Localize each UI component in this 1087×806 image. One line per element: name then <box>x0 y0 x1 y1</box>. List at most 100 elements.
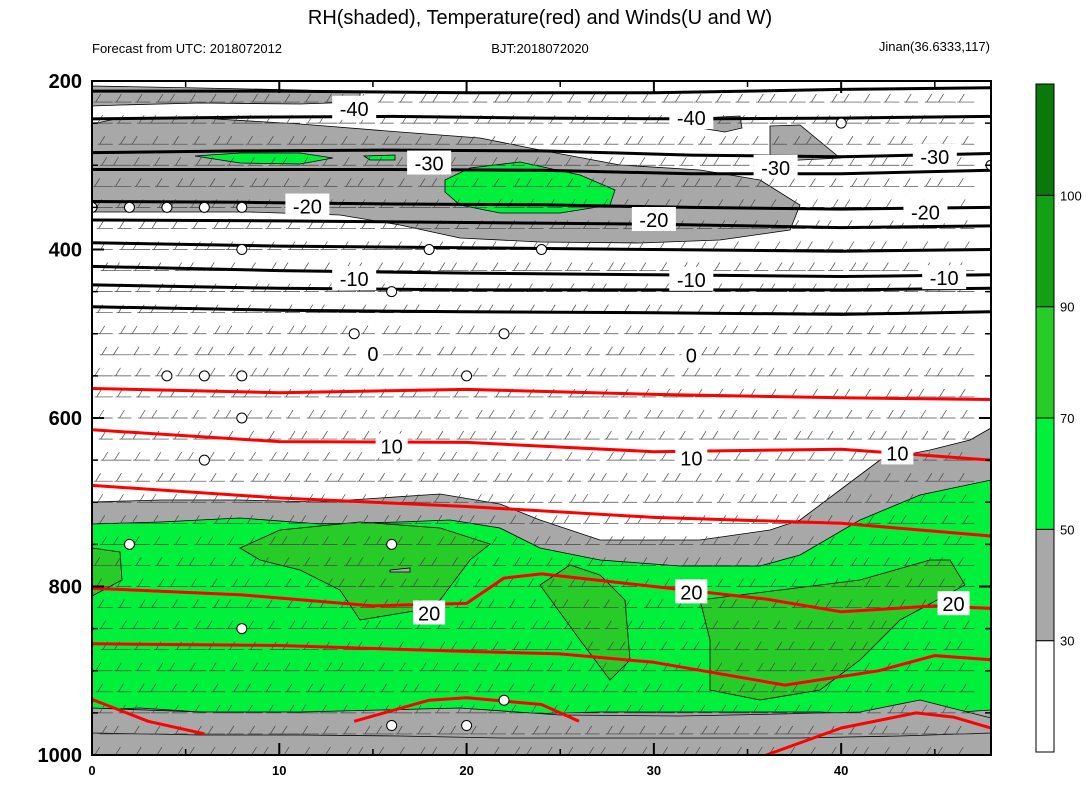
wind-barb-flag <box>531 136 537 145</box>
wind-barb-flag <box>413 683 420 692</box>
wind-barb-flag <box>605 515 611 524</box>
wind-barb-flag <box>549 683 556 692</box>
wind-barb-flag <box>512 725 519 735</box>
wind-barb-flag <box>567 367 574 377</box>
wind-barb-flag <box>925 557 932 566</box>
wind-barb-flag <box>586 346 592 355</box>
wind-barb-flag <box>192 494 198 503</box>
wind-barb-flag <box>510 325 517 334</box>
wind-barb-flag <box>289 620 296 629</box>
wind-barb-flag <box>675 473 681 482</box>
calm-marker <box>198 454 210 466</box>
wind-barb-flag <box>694 557 701 566</box>
wind-barb-flag <box>249 346 255 355</box>
wind-barb-flag <box>300 136 307 145</box>
wind-barb-flag <box>357 746 364 755</box>
wind-barb-flag <box>924 641 931 650</box>
wind-barb-flag <box>547 93 554 103</box>
rh-region-bottom-gray <box>92 699 991 739</box>
contour-label-bg <box>937 591 970 616</box>
wind-barb-flag <box>607 536 613 545</box>
wind-barb-flag <box>731 409 737 419</box>
wind-barb-flag <box>340 409 347 419</box>
wind-barb-flag <box>264 578 271 587</box>
wind-barb-flag <box>776 262 783 271</box>
wind-barb-flag <box>903 641 910 650</box>
wind-barb-flag <box>417 536 424 545</box>
wind-barb-flag <box>251 367 257 377</box>
wind-barb-flag <box>284 473 291 482</box>
wind-barb-flag <box>131 704 138 714</box>
calm-marker <box>236 370 248 382</box>
wind-barb-flag <box>886 388 892 398</box>
wind-barb-flag <box>514 367 521 377</box>
wind-barb-flag <box>304 367 311 377</box>
wind-barb-flag <box>396 620 402 629</box>
contour-label-bg <box>375 433 408 458</box>
wind-barb-flag <box>378 367 384 377</box>
wind-barb-flag <box>809 641 815 650</box>
wind-barb-flag <box>719 599 726 608</box>
wind-barb-flag <box>157 473 164 482</box>
wind-barb-flag <box>601 473 607 482</box>
wind-barb-flag <box>886 578 892 587</box>
wind-barb-flag <box>344 451 351 461</box>
wind-barb-flag <box>196 346 202 355</box>
wind-barb-flag <box>862 262 868 271</box>
wind-barb-flag <box>100 620 107 629</box>
wind-barb-flag <box>806 136 812 145</box>
wind-barb-flag <box>957 746 964 755</box>
y-tick-label: 600 <box>49 408 82 430</box>
wind-barb-flag <box>713 157 720 166</box>
wind-barb-flag <box>99 325 106 334</box>
wind-barb-flag <box>212 494 219 503</box>
wind-barb-flag <box>868 515 874 524</box>
wind-barb-flag <box>901 620 908 629</box>
wind-barb-flag <box>846 409 853 419</box>
contour-label: -40 <box>340 99 369 121</box>
wind-barb-flag <box>341 325 348 334</box>
wind-barb-flag <box>620 81 621 82</box>
wind-barb-flag <box>477 409 483 419</box>
wind-barb-flag <box>249 536 255 545</box>
wind-barb-flag <box>715 367 722 377</box>
wind-barb-flag <box>533 346 539 355</box>
wind-barb-flag <box>362 515 369 524</box>
wind-barb-flag <box>862 81 864 82</box>
wind-barb-flag <box>735 641 741 650</box>
wind-barb-flag <box>771 304 778 313</box>
colorbar-bin <box>1035 306 1055 419</box>
wind-barb-flag <box>469 325 475 334</box>
wind-barb-flag <box>584 704 590 714</box>
wind-barb-flag <box>97 494 104 503</box>
wind-barb-flag <box>829 262 836 271</box>
wind-barb-flag <box>587 641 593 650</box>
wind-barb-flag <box>493 746 500 755</box>
wind-barb-flag <box>230 557 237 566</box>
wind-barb-flag <box>113 346 119 355</box>
wind-barb-flag <box>844 578 851 587</box>
wind-barb-flag <box>323 157 329 166</box>
wind-barb-flag <box>452 746 458 755</box>
wind-barb-flag <box>172 599 178 608</box>
wind-barb-flag <box>774 430 781 440</box>
wind-barb-flag <box>474 93 480 103</box>
wind-barb-flag <box>247 704 253 714</box>
wind-barb-flag <box>756 367 763 377</box>
wind-barb-flag <box>757 93 764 103</box>
wind-barb-flag <box>863 178 869 187</box>
wind-barb-flag <box>900 515 907 524</box>
wind-barb-flag <box>937 367 943 377</box>
contour-label-bg <box>332 95 377 120</box>
wind-barb-flag <box>618 157 625 166</box>
wind-barb-flag <box>847 704 854 714</box>
wind-barb-flag <box>750 494 757 503</box>
temperature-contour-2 <box>92 148 991 159</box>
colorbar-bin <box>1035 83 1055 196</box>
wind-barb-flag <box>363 620 370 629</box>
wind-barb-flag <box>100 430 107 440</box>
wind-barb-flag <box>302 725 309 735</box>
wind-barb-flag <box>662 746 668 755</box>
calm-marker <box>536 244 547 255</box>
wind-barb-flag <box>193 599 199 608</box>
